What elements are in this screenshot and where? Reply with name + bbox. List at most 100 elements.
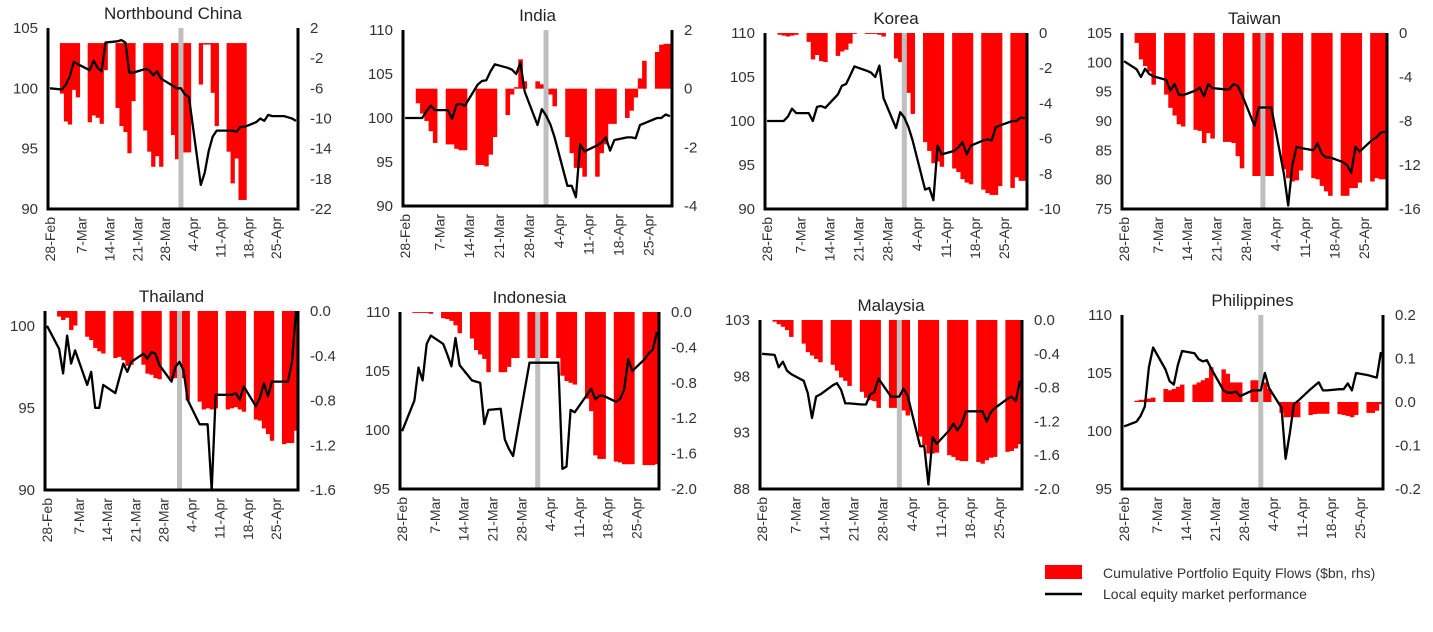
- left-tick-label: 110: [1088, 307, 1112, 324]
- flow-bar: [839, 320, 844, 378]
- flow-bar: [993, 33, 999, 195]
- flow-bar: [819, 33, 824, 62]
- flow-bar: [654, 312, 660, 465]
- flow-bar: [1354, 402, 1359, 416]
- x-tick-label: 28-Feb: [754, 497, 770, 542]
- right-tick-label: -1.6: [671, 446, 697, 463]
- flow-bar: [428, 312, 434, 314]
- flow-bar: [805, 320, 811, 353]
- x-tick-label: 18-Apr: [600, 497, 616, 539]
- flow-bar: [475, 88, 481, 165]
- x-tick-label: 11-Apr: [1297, 217, 1313, 258]
- flow-bar: [1134, 33, 1140, 43]
- flow-bar: [101, 311, 106, 354]
- flow-bar: [1172, 33, 1177, 116]
- flow-bar: [1151, 397, 1156, 402]
- flow-bar: [981, 33, 986, 190]
- flow-bar: [873, 33, 878, 34]
- x-tick-label: 18-Apr: [240, 498, 256, 540]
- flow-bar: [539, 84, 545, 89]
- flow-bar: [935, 33, 940, 162]
- flow-bar: [241, 311, 247, 412]
- flow-bar: [527, 312, 532, 359]
- flow-bar: [650, 312, 656, 466]
- x-tick-label: 7-Mar: [74, 217, 90, 254]
- flow-bar: [552, 88, 558, 107]
- right-tick-label: -2: [1039, 60, 1052, 77]
- flow-bar: [834, 320, 840, 371]
- x-tick-label: 14-Mar: [1179, 217, 1195, 262]
- highlight-marker: [1258, 315, 1264, 489]
- left-tick-label: 100: [365, 422, 390, 439]
- chart-title: Taiwan: [1228, 9, 1281, 28]
- left-tick-label: 75: [1095, 201, 1112, 218]
- flow-bar: [1374, 402, 1380, 411]
- flow-bar: [415, 88, 421, 104]
- flow-bar: [607, 88, 613, 124]
- flow-bar: [484, 88, 489, 167]
- flow-bar: [153, 311, 158, 379]
- flow-bar: [918, 320, 923, 437]
- flow-bar: [1175, 386, 1181, 402]
- x-tick-label: 25-Apr: [991, 497, 1007, 539]
- flow-bar: [1221, 369, 1226, 403]
- right-tick-label: 0.0: [671, 304, 692, 321]
- flow-bar: [1308, 402, 1313, 416]
- x-tick-label: 21-Mar: [1209, 217, 1225, 262]
- flow-bar: [1311, 33, 1316, 179]
- performance-line: [405, 61, 671, 199]
- left-tick-label: 100: [13, 80, 38, 97]
- x-tick-label: 11-Apr: [933, 497, 949, 538]
- flow-bar: [888, 320, 894, 408]
- x-tick-label: 7-Mar: [71, 498, 87, 535]
- left-tick-label: 90: [18, 482, 35, 499]
- flow-bar: [565, 88, 570, 138]
- flow-bar: [864, 33, 870, 34]
- flow-bar: [269, 311, 275, 441]
- flow-bar: [234, 43, 239, 159]
- flow-bar: [785, 33, 791, 37]
- x-tick-label: 4-Apr: [1268, 217, 1284, 252]
- flow-bar: [989, 33, 995, 195]
- x-tick-label: 21-Mar: [851, 217, 867, 262]
- flow-bar: [646, 312, 652, 466]
- x-tick-label: 11-Apr: [213, 217, 229, 258]
- flow-bar: [502, 312, 508, 373]
- flow-bar: [531, 312, 536, 359]
- flow-bar: [923, 33, 928, 143]
- flow-bar: [230, 43, 235, 184]
- x-tick-label: 7-Mar: [431, 214, 447, 251]
- flow-bar: [119, 43, 124, 127]
- left-tick-label: 105: [368, 66, 393, 83]
- x-tick-label: 21-Mar: [491, 214, 507, 259]
- right-tick-label: 0: [1039, 25, 1047, 42]
- chart-panel: Philippines 95 100 105 110 -0.2 -0.1 0.0 0.1 0.2 2…: [1087, 291, 1421, 541]
- flow-bar: [872, 320, 877, 402]
- x-tick-label: 25-Apr: [268, 498, 284, 540]
- flow-bar: [667, 43, 673, 89]
- flow-bar: [1192, 384, 1197, 402]
- right-tick-label: -1.2: [1034, 413, 1060, 430]
- left-tick-label: 100: [10, 318, 35, 335]
- flow-bar: [213, 311, 218, 409]
- x-tick-label: 28-Mar: [513, 497, 529, 542]
- flow-bar: [910, 33, 916, 114]
- flow-bar: [113, 311, 118, 358]
- x-tick-label: 28-Feb: [39, 498, 55, 543]
- flow-bar: [201, 311, 206, 410]
- flow-bar: [985, 33, 990, 194]
- right-tick-label: -6: [310, 80, 323, 97]
- flow-bar: [543, 312, 549, 359]
- left-tick-label: 88: [733, 481, 750, 498]
- flow-bar: [818, 320, 823, 363]
- x-tick-label: 7-Mar: [427, 497, 443, 534]
- flow-bar: [931, 33, 936, 164]
- flow-bar: [121, 311, 126, 361]
- flow-bar: [65, 311, 70, 318]
- flow-bar: [1316, 402, 1322, 414]
- flow-bar: [881, 33, 886, 37]
- flow-bar: [578, 88, 583, 168]
- flow-bar: [488, 88, 493, 155]
- right-tick-label: -0.8: [310, 393, 336, 410]
- right-tick-label: 0.0: [1395, 394, 1416, 411]
